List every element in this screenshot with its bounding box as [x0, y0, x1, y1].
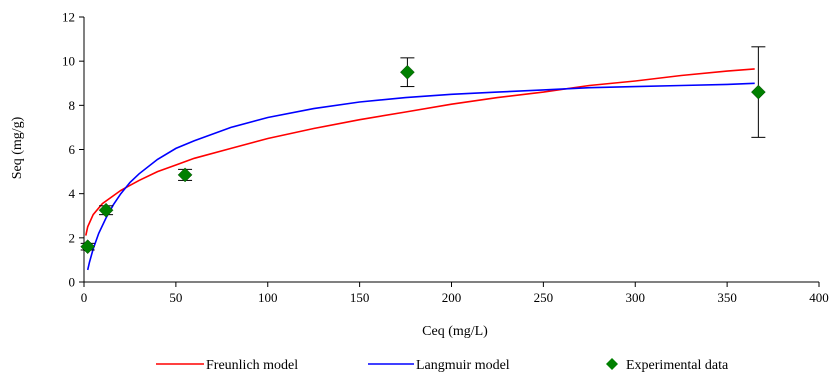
x-tick-label: 150: [350, 290, 370, 305]
legend-entry-label: Experimental data: [626, 358, 729, 373]
series-line-1: [86, 82, 755, 271]
y-axis-title: Seq (mg/g): [10, 116, 25, 179]
x-tick-label: 350: [717, 290, 737, 305]
data-point: [98, 202, 114, 218]
y-tick-label: 12: [62, 10, 75, 25]
y-tick-label: 0: [69, 275, 76, 290]
x-tick-label: 400: [809, 290, 829, 305]
model-curves: [85, 68, 755, 271]
legend: Freunlich model Langmuir model Experimenta…: [156, 358, 729, 373]
axes: [79, 16, 820, 287]
y-tick-label: 6: [69, 142, 76, 157]
x-tick-label: 250: [534, 290, 554, 305]
x-tick-label: 300: [626, 290, 646, 305]
tick-labels: 0 50 100 150 200 250 300 350 400 0 2 4 6 8 10 12: [62, 10, 829, 306]
x-tick-label: 50: [169, 290, 182, 305]
y-tick-label: 8: [69, 98, 76, 113]
y-tick-label: 10: [62, 54, 75, 69]
y-tick-label: 2: [69, 230, 76, 245]
x-tick-label: 200: [442, 290, 462, 305]
data-point: [80, 239, 96, 255]
x-axis-title: Ceq (mg/L): [422, 324, 488, 339]
data-point: [751, 84, 766, 100]
data-point: [177, 167, 193, 183]
legend-entry-label: Langmuir model: [416, 358, 510, 373]
legend-swatch-diamond: [606, 358, 618, 370]
x-tick-label: 100: [258, 290, 278, 305]
series-line-0: [85, 68, 755, 236]
legend-entry-label: Freunlich model: [206, 358, 298, 373]
experimental-points: [80, 46, 766, 255]
y-tick-label: 4: [69, 186, 76, 201]
x-tick-label: 0: [81, 290, 88, 305]
data-point: [400, 64, 415, 80]
